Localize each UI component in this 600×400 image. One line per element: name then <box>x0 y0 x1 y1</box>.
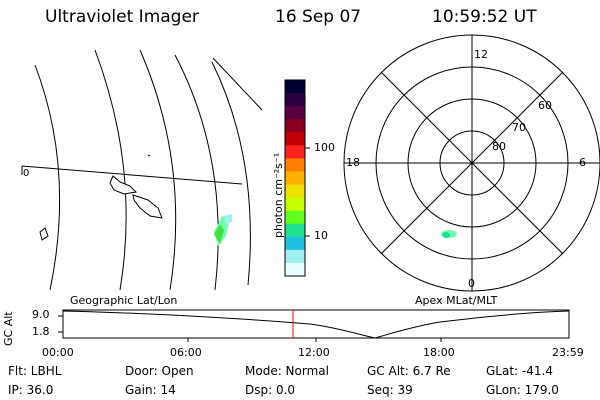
altitude-xtick: 00:00 <box>42 346 74 359</box>
aurora-emission-geo <box>214 214 232 246</box>
info-gc-alt: GC Alt: 6.7 Re <box>367 364 451 378</box>
polar-plot <box>343 34 600 292</box>
colorbar-stripe <box>285 80 305 94</box>
meridian-line <box>211 61 251 286</box>
coastline-fragment <box>39 227 49 241</box>
latitude-line <box>212 57 263 111</box>
coastline-south-island <box>132 194 163 219</box>
colorbar-stripe <box>285 184 305 199</box>
colorbar-stripe <box>285 119 305 133</box>
altitude-ytick-9: 9.0 <box>32 308 50 321</box>
altitude-ytick-1-8: 1.8 <box>32 325 50 338</box>
aurora-emission-polar <box>441 230 457 238</box>
meridian-line <box>139 49 177 291</box>
mlt-label-18: 18 <box>346 156 360 169</box>
date-label: 16 Sep 07 <box>275 7 362 27</box>
mlt-label-6: 6 <box>579 156 586 169</box>
lat-label-60: 60 <box>538 99 552 112</box>
info-glat: GLat: -41.4 <box>486 364 553 378</box>
info-gain: Gain: 14 <box>125 383 176 397</box>
colorbar-stripe <box>285 132 305 146</box>
altitude-xtick: 23:59 <box>552 346 584 359</box>
colorbar-stripe <box>285 262 305 277</box>
altitude-ylabel: GC Alt <box>2 311 15 346</box>
colorbar-tick-10: 10 <box>314 229 328 242</box>
altitude-xtick: 12:00 <box>298 346 330 359</box>
colorbar-stripe <box>285 158 305 172</box>
geographic-map <box>21 49 263 291</box>
colorbar-stripe <box>285 197 305 212</box>
colorbar-stripe <box>285 171 305 186</box>
info-dsp: Dsp: 0.0 <box>245 383 296 397</box>
colorbar-tick-100: 100 <box>314 141 335 154</box>
altitude-xtick: 18:00 <box>423 346 455 359</box>
colorbar-stripe <box>285 106 305 120</box>
info-ip: IP: 36.0 <box>8 383 54 397</box>
info-mode: Mode: Normal <box>245 364 329 378</box>
colorbar-stripe <box>285 145 305 159</box>
coastline-north-island <box>109 175 138 195</box>
altitude-plot <box>58 309 570 342</box>
lon-zero-label: 0 <box>23 168 30 179</box>
colorbar-stripe <box>285 210 305 225</box>
colorbar-unit-label: photon cm⁻²s⁻¹ <box>272 152 285 238</box>
mlt-label-12: 12 <box>474 48 488 61</box>
info-glon: GLon: 179.0 <box>486 383 559 397</box>
latitude-line <box>21 165 243 185</box>
meridian-line <box>174 54 219 291</box>
time-label: 10:59:52 UT <box>432 7 537 27</box>
meridian-line <box>94 49 127 291</box>
mlt-label-0: 0 <box>468 277 475 290</box>
colorbar-stripe <box>285 93 305 107</box>
info-door: Door: Open <box>125 364 194 378</box>
meridian-line <box>34 64 61 291</box>
colorbar-stripe <box>285 236 305 251</box>
lat-label-70: 70 <box>512 121 526 134</box>
info-filter: Flt: LBHL <box>8 364 62 378</box>
colorbar <box>284 79 310 277</box>
app-title: Ultraviolet Imager <box>45 7 199 27</box>
info-seq: Seq: 39 <box>367 383 413 397</box>
altitude-xtick: 06:00 <box>170 346 202 359</box>
coastline-speck <box>147 154 151 157</box>
colorbar-stripe <box>285 249 305 264</box>
geo-panel-label: Geographic Lat/Lon <box>70 294 178 307</box>
altitude-curve <box>62 310 570 339</box>
colorbar-stripe <box>285 223 305 238</box>
polar-panel-label: Apex MLat/MLT <box>415 294 498 307</box>
lat-label-80: 80 <box>492 140 506 153</box>
